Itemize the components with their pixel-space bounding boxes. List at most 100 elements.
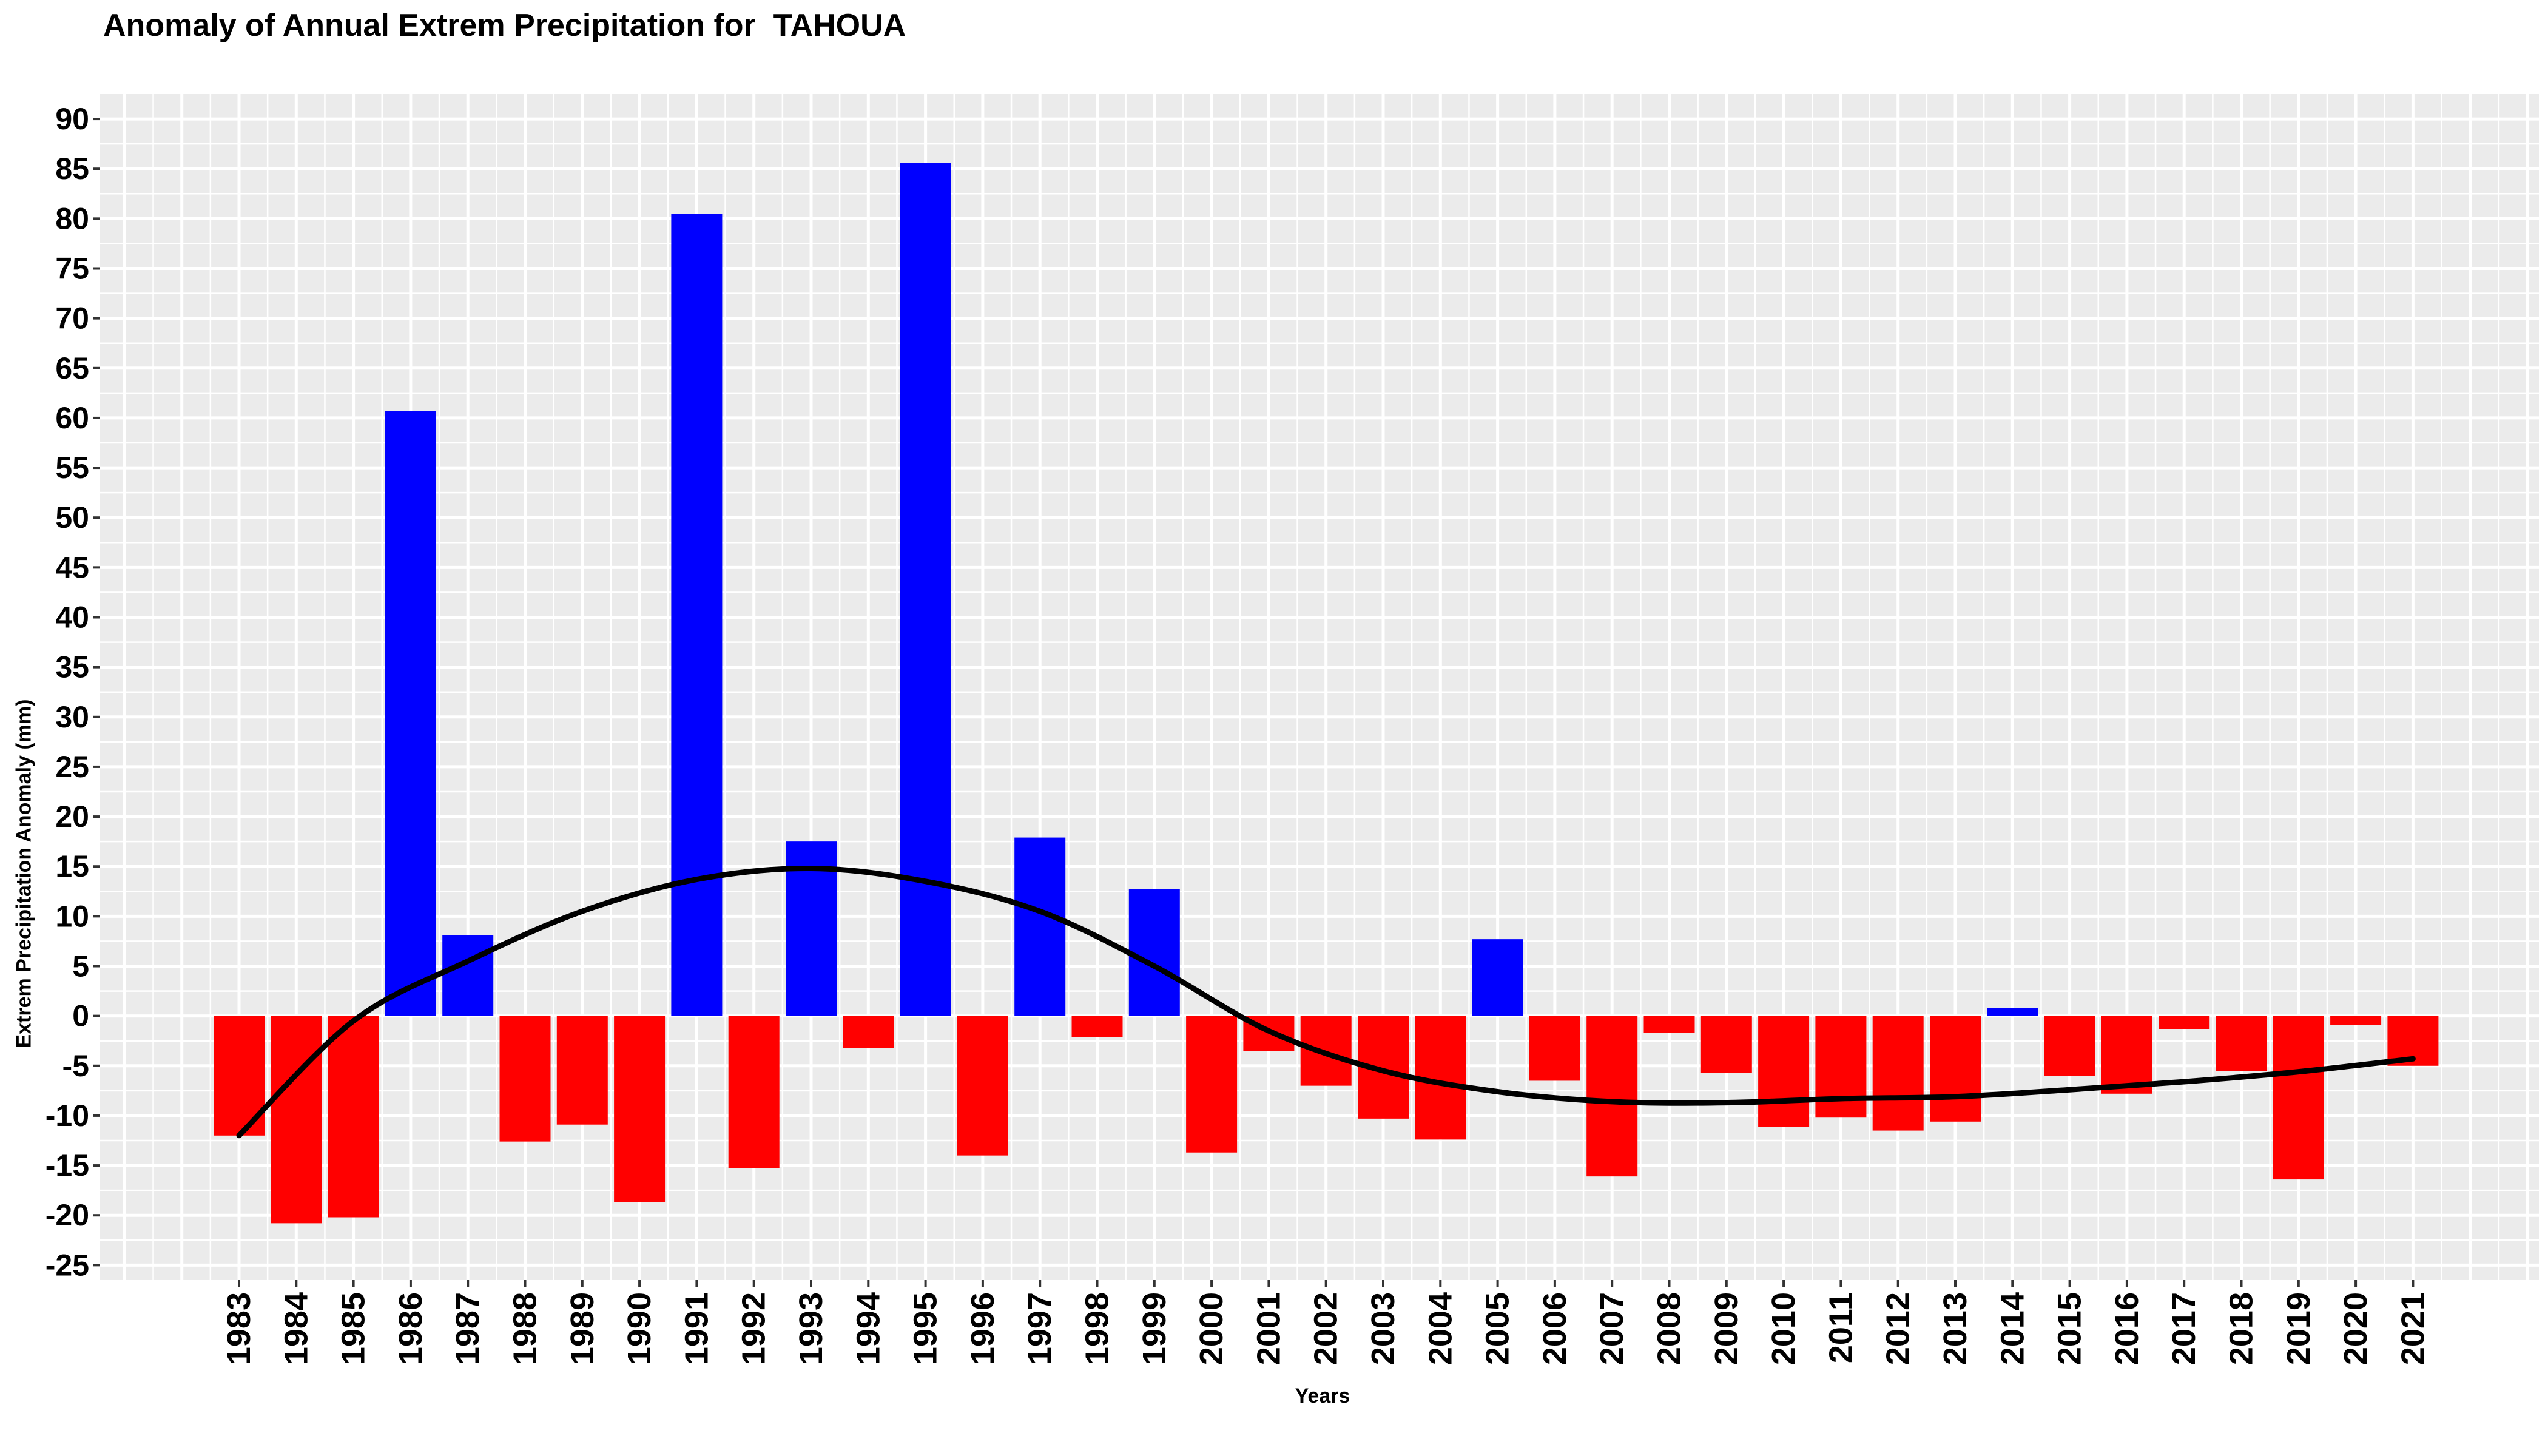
x-tick-label: 1985: [335, 1292, 372, 1365]
bar-2007: [1586, 1016, 1638, 1177]
bar-2014: [1987, 1008, 2038, 1016]
x-tick-label: 2015: [2052, 1292, 2088, 1365]
y-tick-labels: 908580757065605550454035302520151050-5-1…: [46, 102, 100, 1282]
x-tick-label: 1989: [564, 1292, 601, 1365]
y-tick-label: 15: [55, 849, 89, 883]
y-tick-label: -5: [62, 1049, 89, 1083]
bar-1996: [957, 1016, 1008, 1156]
x-tick-label: 2020: [2337, 1292, 2374, 1365]
y-tick-label: 85: [55, 152, 89, 186]
bar-2012: [1872, 1016, 1924, 1131]
bar-2020: [2330, 1016, 2382, 1025]
x-tick-label: 2016: [2109, 1292, 2145, 1365]
bar-1987: [442, 935, 494, 1016]
bar-2006: [1529, 1016, 1580, 1081]
y-tick-label: -10: [46, 1099, 89, 1133]
x-tick-label: 2004: [1422, 1292, 1458, 1365]
y-tick-label: 80: [55, 201, 89, 235]
y-tick-label: 60: [55, 401, 89, 435]
x-tick-label: 2007: [1594, 1292, 1630, 1365]
x-tick-label: 2003: [1365, 1292, 1401, 1365]
trend-line: [236, 865, 2416, 1139]
y-tick-label: 55: [55, 451, 89, 485]
x-tick-label: 2002: [1308, 1292, 1344, 1365]
bar-1988: [499, 1016, 551, 1142]
bar-1984: [271, 1016, 322, 1224]
y-tick-label: 75: [55, 252, 89, 286]
x-tick-label: 2021: [2395, 1292, 2431, 1365]
x-tick-label: 2011: [1822, 1292, 1859, 1363]
y-tick-label: 50: [55, 500, 89, 534]
x-tick-label: 1996: [965, 1292, 1001, 1365]
y-tick-label: 45: [55, 550, 89, 584]
bar-1995: [900, 163, 951, 1016]
bar-1985: [328, 1016, 379, 1218]
bar-1986: [385, 411, 436, 1016]
x-tick-label: 1998: [1079, 1292, 1116, 1365]
x-axis-label: Years: [1295, 1384, 1350, 1407]
x-tick-label: 1983: [221, 1292, 257, 1365]
x-tick-label: 1984: [278, 1292, 314, 1365]
x-tick-label: 2010: [1765, 1292, 1802, 1365]
y-tick-label: 65: [55, 351, 89, 385]
x-tick-label: 1990: [621, 1292, 658, 1365]
x-tick-label: 1988: [507, 1292, 544, 1365]
bar-2013: [1930, 1016, 1981, 1122]
x-tick-labels: 1983 1984 1985 1986 1987 1988 1989 1990 1991 1992…: [221, 1280, 2431, 1365]
y-tick-label: 20: [55, 800, 89, 834]
x-tick-label: 1999: [1136, 1292, 1173, 1365]
x-tick-label: 1986: [393, 1292, 429, 1365]
x-tick-label: 1995: [908, 1292, 944, 1365]
y-tick-label: 40: [55, 601, 89, 635]
trend-line-group: [236, 865, 2416, 1139]
x-tick-label: 2013: [1937, 1292, 1973, 1365]
x-tick-label: 2008: [1651, 1292, 1688, 1365]
x-tick-label: 2017: [2166, 1292, 2202, 1365]
y-tick-label: 70: [55, 302, 89, 335]
bar-2008: [1643, 1016, 1695, 1033]
x-tick-label: 1991: [678, 1292, 715, 1365]
bar-1991: [671, 214, 723, 1016]
x-tick-label: 2014: [1994, 1292, 2031, 1365]
y-tick-label: 5: [72, 949, 89, 983]
x-tick-label: 2000: [1193, 1292, 1230, 1365]
bar-2018: [2216, 1016, 2267, 1071]
x-tick-label: 2018: [2223, 1292, 2260, 1365]
bar-1990: [614, 1016, 666, 1202]
bar-2016: [2101, 1016, 2152, 1094]
bar-1994: [843, 1016, 894, 1048]
y-tick-label: 10: [55, 899, 89, 933]
x-tick-label: 2019: [2280, 1292, 2317, 1365]
chart-title: Anomaly of Annual Extrem Precipitation f…: [103, 8, 906, 43]
bar-2011: [1815, 1016, 1867, 1118]
y-tick-label: 25: [55, 750, 89, 784]
x-tick-label: 2012: [1880, 1292, 1916, 1365]
y-tick-label: 0: [72, 999, 89, 1033]
bar-1999: [1128, 889, 1180, 1016]
y-tick-label: -25: [46, 1248, 89, 1282]
y-tick-label: -15: [46, 1148, 89, 1182]
bar-2017: [2159, 1016, 2210, 1029]
bar-1998: [1071, 1016, 1123, 1037]
x-tick-label: 1994: [850, 1292, 886, 1365]
bar-1992: [728, 1016, 780, 1168]
bar-2005: [1472, 939, 1523, 1016]
bar-2015: [2044, 1016, 2095, 1076]
x-tick-label: 1997: [1022, 1292, 1058, 1365]
y-axis-label: Extrem Precipitation Anomaly (mm): [12, 699, 36, 1048]
y-tick-label: 90: [55, 102, 89, 136]
bar-2010: [1758, 1016, 1810, 1127]
bar-2000: [1186, 1016, 1238, 1153]
bar-1989: [556, 1016, 608, 1125]
bar-1997: [1014, 837, 1066, 1016]
x-tick-label: 1987: [450, 1292, 486, 1365]
x-tick-label: 2006: [1537, 1292, 1573, 1365]
bar-2009: [1700, 1016, 1752, 1073]
x-tick-label: 2001: [1250, 1292, 1287, 1365]
y-tick-label: 30: [55, 700, 89, 734]
y-tick-label: 35: [55, 650, 89, 684]
y-tick-label: -20: [46, 1198, 89, 1232]
x-tick-label: 2009: [1708, 1292, 1745, 1365]
x-tick-label: 1992: [736, 1292, 772, 1365]
